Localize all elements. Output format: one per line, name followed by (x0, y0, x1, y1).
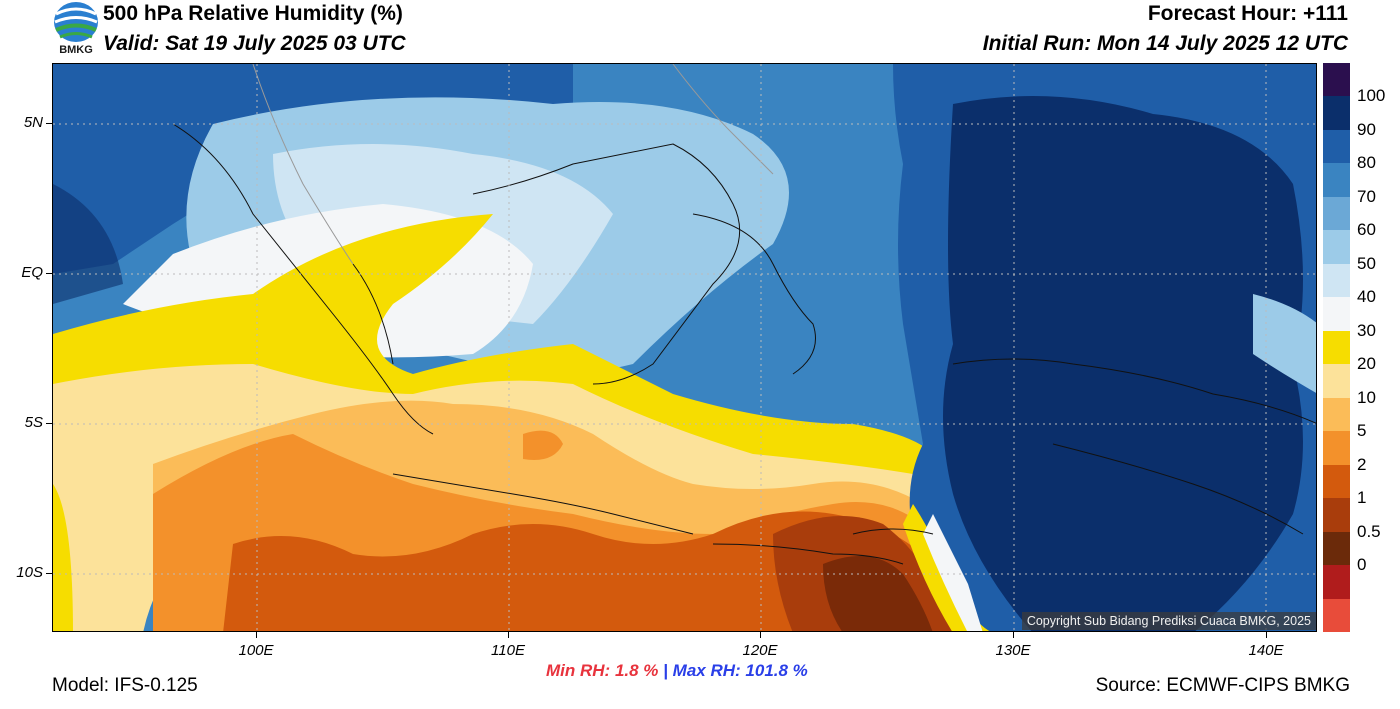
model-label: Model: IFS-0.125 (52, 675, 198, 696)
source-label: Source: ECMWF-CIPS BMKG (1095, 675, 1350, 696)
lat-label-10s: 10S (16, 564, 43, 581)
lon-label-130e: 130E (995, 642, 1031, 659)
colorbar-cell (1323, 498, 1350, 533)
lat-tick (46, 273, 52, 274)
lon-tick (508, 632, 509, 638)
colorbar-cell (1323, 96, 1350, 131)
colorbar-cell (1323, 464, 1350, 499)
initial-run: Initial Run: Mon 14 July 2025 12 UTC (982, 32, 1348, 55)
colorbar-label: 0 (1357, 555, 1367, 575)
colorbar-label: 1 (1357, 488, 1367, 508)
colorbar-cell (1323, 230, 1350, 265)
lon-tick (760, 632, 761, 638)
colorbar-cell (1323, 163, 1350, 198)
max-rh-value: 101.8 % (745, 661, 808, 680)
colorbar-label: 40 (1357, 287, 1376, 307)
colorbar-label: 5 (1357, 421, 1367, 441)
map-title: 500 hPa Relative Humidity (%) (103, 2, 403, 25)
lon-label-110e: 110E (491, 642, 525, 659)
colorbar-label: 70 (1357, 186, 1376, 206)
lon-label-120e: 120E (742, 642, 778, 659)
lat-label-5s: 5S (24, 414, 43, 431)
colorbar-cell (1323, 531, 1350, 566)
colorbar-cell (1323, 364, 1350, 399)
colorbar-label: 2 (1357, 454, 1367, 474)
bmkg-logo-icon: BMKG (52, 0, 100, 60)
humidity-map (52, 63, 1317, 632)
colorbar-label: 50 (1357, 253, 1376, 273)
lat-tick (46, 573, 52, 574)
lat-tick (46, 423, 52, 424)
valid-time: Valid: Sat 19 July 2025 03 UTC (103, 32, 406, 55)
colorbar-cell (1323, 263, 1350, 298)
colorbar-cell (1323, 129, 1350, 164)
colorbar-label: 0.5 (1357, 521, 1381, 541)
colorbar-label: 30 (1357, 320, 1376, 340)
lat-label-5n: 5N (23, 114, 43, 131)
colorbar-cell (1323, 397, 1350, 432)
max-rh-label: Max RH: (672, 661, 741, 680)
lon-tick (1013, 632, 1014, 638)
lon-label-100e: 100E (238, 642, 274, 659)
min-rh-value: 1.8 % (614, 661, 659, 680)
min-rh-label: Min RH: (546, 661, 611, 680)
lon-label-140e: 140E (1248, 642, 1284, 659)
rh-stats: Min RH: 1.8 % | Max RH: 101.8 % (546, 661, 808, 681)
lat-tick (46, 123, 52, 124)
colorbar-cell (1323, 330, 1350, 365)
forecast-hour: Forecast Hour: +111 (1147, 2, 1348, 25)
colorbar (1323, 63, 1350, 633)
colorbar-cell (1323, 598, 1350, 633)
colorbar-label: 100 (1357, 86, 1386, 106)
humidity-map-canvas (53, 64, 1316, 631)
colorbar-cell (1323, 297, 1350, 332)
colorbar-cell (1323, 63, 1350, 97)
copyright-notice: Copyright Sub Bidang Prediksi Cuaca BMKG… (1021, 612, 1316, 630)
lon-tick (256, 632, 257, 638)
colorbar-cell (1323, 431, 1350, 466)
colorbar-label: 10 (1357, 387, 1376, 407)
stats-separator: | (663, 661, 668, 680)
colorbar-label: 80 (1357, 153, 1376, 173)
colorbar-label: 20 (1357, 354, 1376, 374)
colorbar-label: 90 (1357, 119, 1376, 139)
colorbar-cell (1323, 565, 1350, 600)
lon-tick (1266, 632, 1267, 638)
lat-label-eq: EQ (21, 264, 43, 281)
colorbar-label: 60 (1357, 220, 1376, 240)
logo-text: BMKG (59, 44, 93, 56)
colorbar-cell (1323, 196, 1350, 231)
